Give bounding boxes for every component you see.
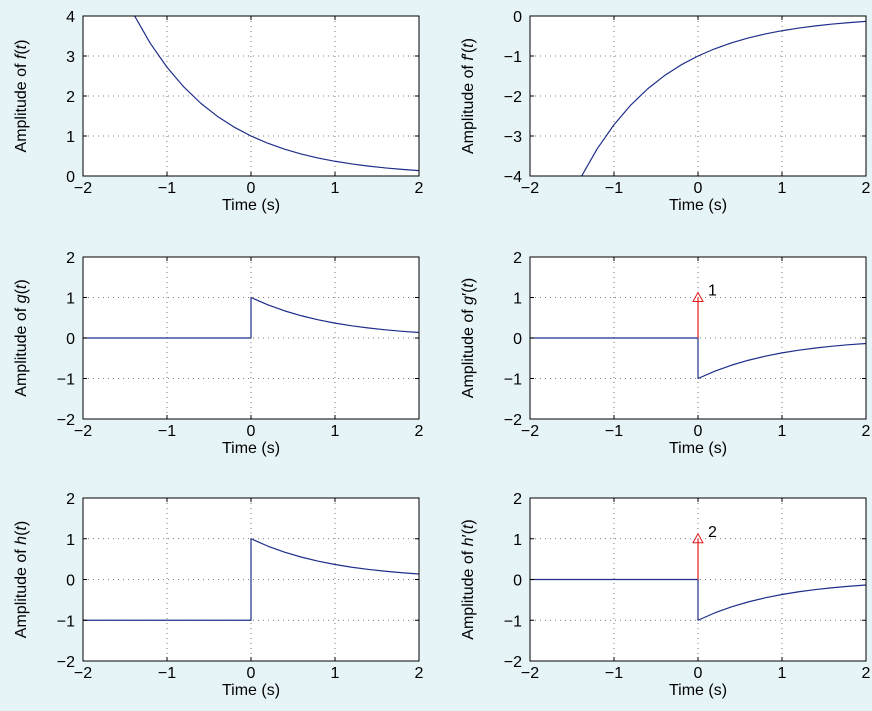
y-tick-label: −1: [504, 49, 522, 66]
x-tick-label: −1: [605, 665, 623, 682]
x-tick-label: 0: [694, 423, 703, 440]
x-tick-label: 0: [247, 665, 256, 682]
x-tick-label: 1: [331, 423, 340, 440]
impulse-marker: [692, 532, 704, 544]
y-axis-label: Amplitude of h′(t): [460, 519, 477, 639]
x-tick-label: 1: [331, 665, 340, 682]
y-tick-label: 0: [66, 331, 75, 348]
y-tick-label: 0: [66, 573, 75, 590]
data-layer: [530, 337, 866, 380]
x-tick-label: 0: [247, 180, 256, 197]
data-layer: [580, 20, 866, 176]
y-axis-label: Amplitude of f′(t): [460, 38, 477, 154]
x-tick-label: −2: [74, 423, 92, 440]
y-tick-label: 1: [513, 532, 522, 549]
y-tick-label: 2: [66, 89, 75, 106]
series-line: [83, 296, 419, 339]
x-axis-label: Time (s): [669, 682, 727, 699]
x-tick-label: −2: [74, 665, 92, 682]
y-tick-label: 1: [66, 291, 75, 308]
x-tick-label: 0: [247, 423, 256, 440]
impulse-label: 1: [708, 283, 717, 300]
y-tick-label: 1: [513, 291, 522, 308]
x-tick-label: 1: [778, 180, 787, 197]
chart-panel-4: 1 −2 −1 0 1 2 −2 −1 0 1 2 Time (s) Amplitude of g′(t…: [460, 250, 871, 457]
data-layer: [83, 296, 419, 339]
data-layer: [530, 578, 866, 621]
x-tick-label: −2: [521, 665, 539, 682]
y-tick-label: −4: [504, 169, 522, 186]
y-tick-label: −2: [57, 654, 75, 671]
y-tick-label: 4: [66, 9, 75, 26]
x-axis-label: Time (s): [669, 197, 727, 214]
series-line: [530, 337, 866, 380]
x-tick-label: −1: [605, 180, 623, 197]
y-tick-label: 2: [66, 491, 75, 508]
series-line: [83, 538, 419, 621]
y-tick-label: −2: [504, 654, 522, 671]
y-tick-label: −3: [504, 129, 522, 146]
x-tick-label: 0: [694, 665, 703, 682]
data-layer: [83, 538, 419, 621]
x-axis-label: Time (s): [222, 682, 280, 699]
x-tick-label: −2: [74, 180, 92, 197]
x-tick-label: 2: [415, 665, 424, 682]
x-axis-label: Time (s): [669, 440, 727, 457]
y-tick-label: −1: [504, 613, 522, 630]
y-axis-label: Amplitude of f(t): [13, 40, 30, 153]
x-axis-label: Time (s): [222, 197, 280, 214]
chart-panel-1: −2 −1 0 1 2 0 1 2 3 4 Time (s) Amplitude of f(t): [13, 9, 424, 214]
chart-panel-5: −2 −1 0 1 2 −2 −1 0 1 2 Time (s) Amplitude of h(t): [13, 491, 424, 699]
y-axis-label: Amplitude of g′(t): [460, 278, 477, 398]
series-line: [133, 16, 419, 172]
x-tick-label: −2: [521, 180, 539, 197]
y-axis-label: Amplitude of g(t): [13, 279, 30, 396]
y-tick-label: −2: [504, 89, 522, 106]
y-tick-label: −1: [504, 372, 522, 389]
y-tick-label: 2: [66, 250, 75, 267]
x-tick-label: −1: [605, 423, 623, 440]
impulse-marker: [692, 291, 704, 302]
chart-panel-6: 2 −2 −1 0 1 2 −2 −1 0 1 2 Time (s) Amplitude of h′(t…: [460, 491, 871, 699]
x-tick-label: 2: [862, 423, 871, 440]
series-line: [580, 20, 866, 176]
data-layer: [133, 16, 419, 172]
x-tick-label: 1: [778, 665, 787, 682]
x-tick-label: 1: [331, 180, 340, 197]
y-tick-label: 2: [513, 250, 522, 267]
x-axis-label: Time (s): [222, 440, 280, 457]
y-tick-label: −2: [57, 412, 75, 429]
y-tick-label: 3: [66, 49, 75, 66]
x-tick-label: −1: [158, 180, 176, 197]
y-tick-label: 1: [66, 129, 75, 146]
y-tick-label: −2: [504, 412, 522, 429]
impulse-label: 2: [708, 524, 717, 541]
y-tick-label: 0: [513, 9, 522, 26]
y-tick-label: 0: [513, 573, 522, 590]
x-tick-label: 2: [415, 423, 424, 440]
y-tick-label: 0: [513, 331, 522, 348]
y-tick-label: −1: [57, 613, 75, 630]
y-tick-label: 2: [513, 491, 522, 508]
x-tick-label: 2: [862, 180, 871, 197]
y-tick-label: −1: [57, 372, 75, 389]
x-tick-label: 2: [415, 180, 424, 197]
x-tick-label: 1: [778, 423, 787, 440]
y-axis-label: Amplitude of h(t): [13, 521, 30, 638]
y-tick-label: 0: [66, 169, 75, 186]
x-tick-label: −2: [521, 423, 539, 440]
y-tick-label: 1: [66, 532, 75, 549]
x-tick-label: 2: [862, 665, 871, 682]
x-tick-label: −1: [158, 423, 176, 440]
x-tick-label: −1: [158, 665, 176, 682]
x-tick-label: 0: [694, 180, 703, 197]
series-line: [530, 578, 866, 621]
chart-panel-3: −2 −1 0 1 2 −2 −1 0 1 2 Time (s) Amplitude of g(t): [13, 250, 424, 457]
